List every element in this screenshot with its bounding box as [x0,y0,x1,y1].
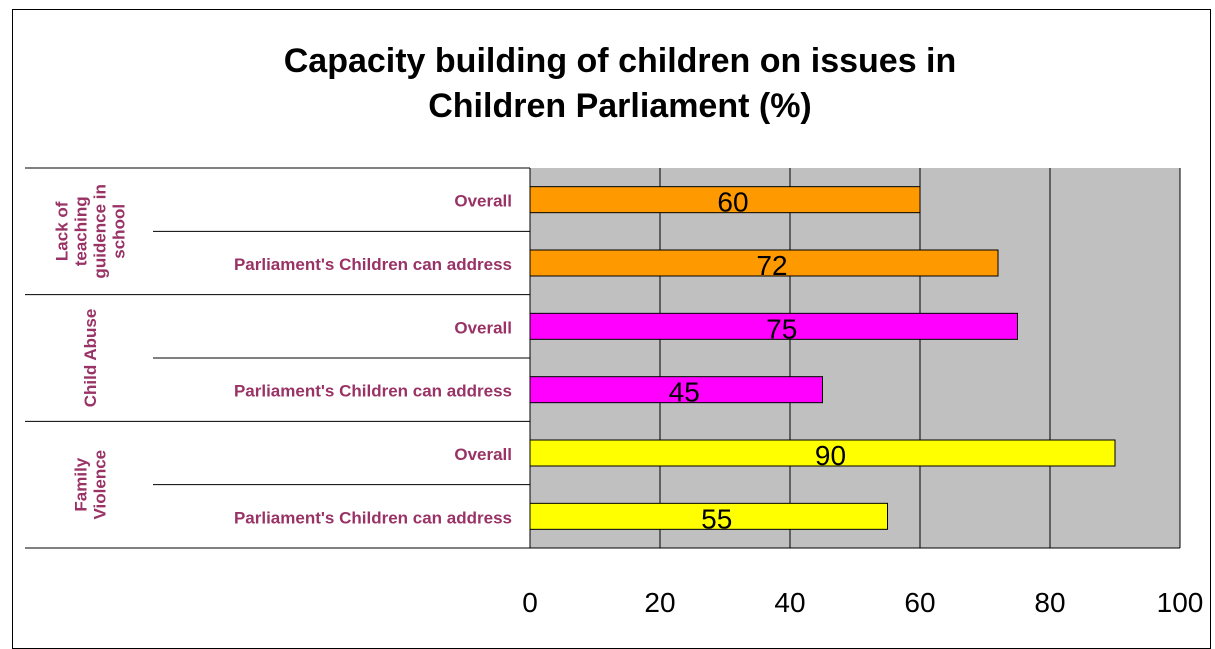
group-label: Child Abuse [81,309,100,408]
bar-chart: 0 20 40 60 80 100 60 Overall 72 Parliament's Chil… [25,167,1204,618]
x-tick-label: 60 [904,587,935,618]
bar [529,502,888,530]
plot-area [530,168,1180,548]
category-label: Overall [454,192,512,211]
category-label: Parliament's Children can address [234,255,512,274]
x-tick-label: 100 [1157,587,1204,618]
data-label: 60 [717,187,748,218]
group-label-line: Lack of [53,201,72,261]
data-label: 55 [701,503,732,534]
category-label: Parliament's Children can address [234,382,512,401]
group-label-line: teaching [72,196,91,266]
bar [529,186,921,214]
data-label: 45 [669,377,700,408]
group-label-line: school [110,204,129,259]
group-label-line: guidence in [91,184,110,278]
x-tick-label: 0 [522,587,538,618]
x-tick-label: 20 [644,587,675,618]
bar [529,249,999,277]
group-label-line: Child Abuse [81,309,100,408]
chart-title-line-2: Children Parliament (%) [428,87,812,125]
category-label: Overall [454,445,512,464]
x-tick-label: 40 [774,587,805,618]
bar [529,439,1116,467]
data-label: 72 [756,250,787,281]
chart-title-line-1: Capacity building of children on issues … [283,42,957,80]
group-label-line: Violence [91,450,110,520]
data-label: 90 [815,440,846,471]
group-label: FamilyViolence [72,450,110,520]
bar [529,312,1018,340]
data-label: 75 [766,313,797,344]
bar [529,376,823,404]
group-label-line: Family [72,457,91,511]
x-tick-label: 80 [1034,587,1065,618]
category-label: Parliament's Children can address [234,508,512,527]
group-label: Lack ofteachingguidence inschool [53,184,129,278]
category-label: Overall [454,318,512,337]
